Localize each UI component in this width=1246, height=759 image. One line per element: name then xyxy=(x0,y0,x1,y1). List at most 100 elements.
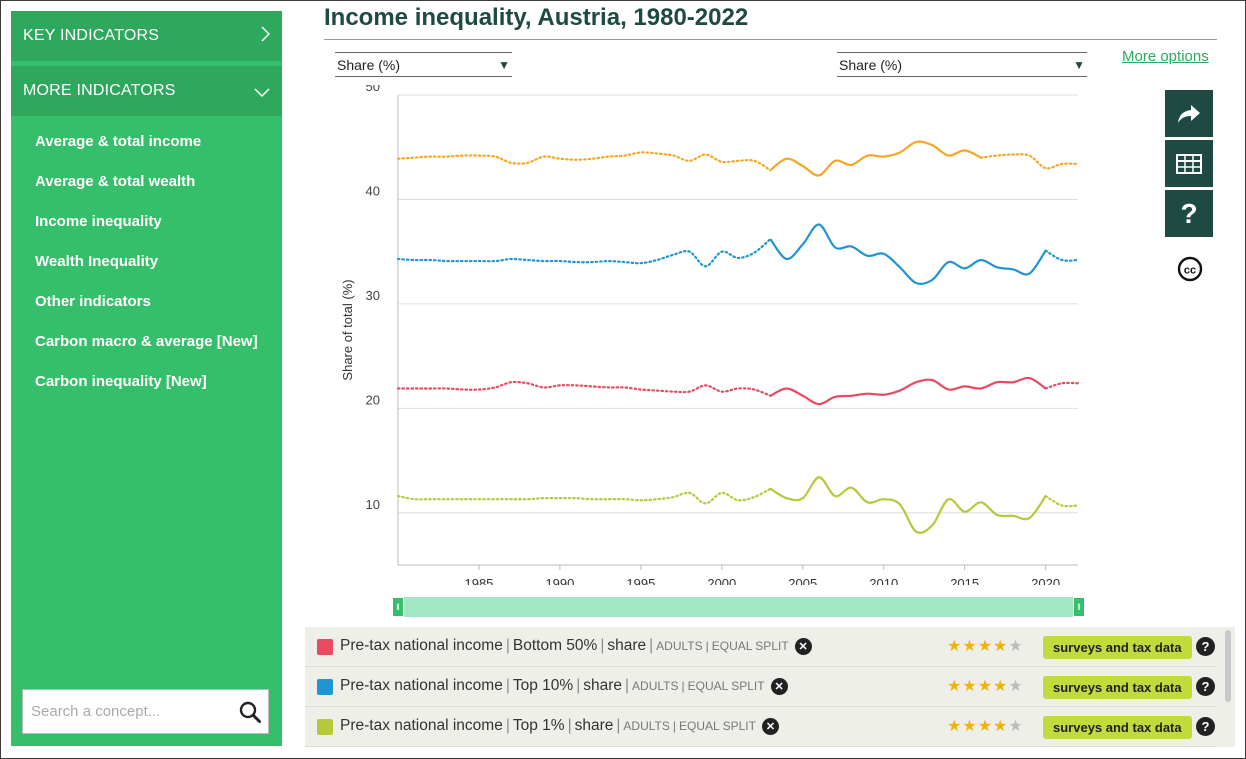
series-line-estimated xyxy=(979,153,1080,170)
year-range-slider[interactable]: ‖ ‖ xyxy=(392,597,1085,617)
legend-measure: share xyxy=(583,677,623,694)
help-icon[interactable]: ? xyxy=(1196,717,1215,736)
legend-concept: Pre-tax national income xyxy=(340,717,503,734)
legend-measure: share xyxy=(607,637,647,654)
x-tick-label: 2010 xyxy=(869,576,898,585)
y-tick-label: 30 xyxy=(366,288,380,303)
separator: | xyxy=(505,637,510,654)
help-icon[interactable]: ? xyxy=(1196,677,1215,696)
search-box xyxy=(22,689,269,734)
rating-stars-empty: ★ xyxy=(1008,718,1024,735)
rating-stars-empty: ★ xyxy=(1008,678,1024,695)
source-badge[interactable]: surveys and tax data xyxy=(1043,636,1192,659)
caret-down-icon: ▼ xyxy=(1073,57,1085,72)
series-color-swatch xyxy=(317,679,333,695)
y-axis-label: Share of total (%) xyxy=(340,279,355,380)
more-options-link[interactable]: More options xyxy=(1122,48,1209,65)
separator: | xyxy=(576,677,581,694)
slider-start-handle[interactable]: ‖ xyxy=(392,597,404,617)
quality-rating: ★★★★★ xyxy=(947,676,1024,696)
y-tick-label: 20 xyxy=(366,392,380,407)
legend-label: Pre-tax national income | Bottom 50% | s… xyxy=(340,637,812,655)
y-tick-label: 50 xyxy=(366,85,380,94)
page-title: Income inequality, Austria, 1980-2022 xyxy=(324,4,749,31)
legend-group: Top 1% xyxy=(512,717,565,734)
right-axis-select[interactable]: Share (%) ▼ xyxy=(837,52,1087,77)
chevron-right-icon xyxy=(260,25,271,47)
indicator-list: Average & total income Average & total w… xyxy=(11,116,282,402)
separator: | xyxy=(672,719,676,733)
separator: | xyxy=(616,717,621,734)
series-line-observed xyxy=(769,376,1047,406)
legend-unit: EQUAL SPLIT xyxy=(679,719,756,733)
series-line-estimated xyxy=(1044,249,1080,262)
legend-group: Bottom 50% xyxy=(512,637,598,654)
sidebar-item-average-total-income[interactable]: Average & total income xyxy=(35,133,202,150)
series-line-estimated xyxy=(396,487,772,505)
sidebar-item-carbon-macro[interactable]: Carbon macro & average [New] xyxy=(35,333,258,350)
x-tick-label: 1990 xyxy=(545,576,574,585)
legend-label: Pre-tax national income | Top 1% | share… xyxy=(340,717,779,735)
rating-stars-filled: ★★★★ xyxy=(947,678,1009,695)
slider-end-handle[interactable]: ‖ xyxy=(1073,597,1085,617)
series-line-observed xyxy=(769,140,982,177)
key-indicators-toggle[interactable]: KEY INDICATORS xyxy=(11,11,282,61)
series-line-observed xyxy=(769,476,1047,534)
quality-rating: ★★★★★ xyxy=(947,636,1024,656)
legend-scrollbar[interactable] xyxy=(1225,630,1231,702)
help-button[interactable]: ? xyxy=(1165,190,1213,237)
source-badge[interactable]: surveys and tax data xyxy=(1043,716,1192,739)
y-tick-label: 10 xyxy=(366,497,380,512)
title-divider xyxy=(324,39,1217,40)
more-indicators-toggle[interactable]: MORE INDICATORS xyxy=(11,66,282,116)
legend-measure: share xyxy=(574,717,614,734)
legend-population: ADULTS xyxy=(623,719,670,733)
rating-stars-empty: ★ xyxy=(1008,638,1024,655)
series-bottom50 xyxy=(396,376,1080,406)
sidebar-item-average-total-wealth[interactable]: Average & total wealth xyxy=(35,173,196,190)
sidebar-item-carbon-inequality[interactable]: Carbon inequality [New] xyxy=(35,373,207,390)
series-top10 xyxy=(396,223,1080,285)
legend-unit: EQUAL SPLIT xyxy=(687,679,765,693)
series-line-estimated xyxy=(396,238,772,268)
sidebar-item-other-indicators[interactable]: Other indicators xyxy=(35,293,151,310)
left-axis-select[interactable]: Share (%) ▼ xyxy=(335,52,512,77)
series-line-observed xyxy=(769,223,1047,285)
series-line-estimated xyxy=(396,380,772,397)
remove-series-icon[interactable]: ✕ xyxy=(761,717,779,735)
svg-text:cc: cc xyxy=(1184,265,1196,277)
legend-row: Pre-tax national income | Top 1% | share… xyxy=(305,707,1217,747)
source-badge[interactable]: surveys and tax data xyxy=(1043,676,1192,699)
rating-stars-filled: ★★★★ xyxy=(947,638,1009,655)
share-button[interactable] xyxy=(1165,90,1213,137)
separator: | xyxy=(505,717,510,734)
chevron-down-icon xyxy=(254,81,270,102)
question-mark-icon: ? xyxy=(1180,197,1198,229)
x-tick-label: 2015 xyxy=(950,576,979,585)
remove-series-icon[interactable]: ✕ xyxy=(794,637,812,655)
right-axis-select-value: Share (%) xyxy=(839,56,903,73)
series-color-swatch xyxy=(317,719,333,735)
sidebar-item-wealth-inequality[interactable]: Wealth Inequality xyxy=(35,253,159,270)
sidebar-item-income-inequality[interactable]: Income inequality xyxy=(35,213,162,230)
x-tick-label: 1985 xyxy=(464,576,493,585)
separator: | xyxy=(625,677,630,694)
search-input[interactable] xyxy=(23,690,232,733)
creative-commons-icon[interactable]: cc xyxy=(1177,256,1203,282)
help-icon[interactable]: ? xyxy=(1196,637,1215,656)
series-line-estimated xyxy=(396,151,772,172)
series-color-swatch xyxy=(317,639,333,655)
separator: | xyxy=(567,717,572,734)
series-top1 xyxy=(396,140,1080,177)
x-tick-label: 2020 xyxy=(1031,576,1060,585)
legend-population: ADULTS xyxy=(632,679,679,693)
remove-series-icon[interactable]: ✕ xyxy=(770,677,788,695)
separator: | xyxy=(649,637,654,654)
series-pct1 xyxy=(396,476,1080,534)
table-button[interactable] xyxy=(1165,140,1213,187)
sidebar: KEY INDICATORS MORE INDICATORS Average &… xyxy=(11,11,282,746)
rating-stars-filled: ★★★★ xyxy=(947,718,1009,735)
legend-group: Top 10% xyxy=(512,677,574,694)
search-icon[interactable] xyxy=(232,701,268,723)
separator: | xyxy=(505,677,510,694)
